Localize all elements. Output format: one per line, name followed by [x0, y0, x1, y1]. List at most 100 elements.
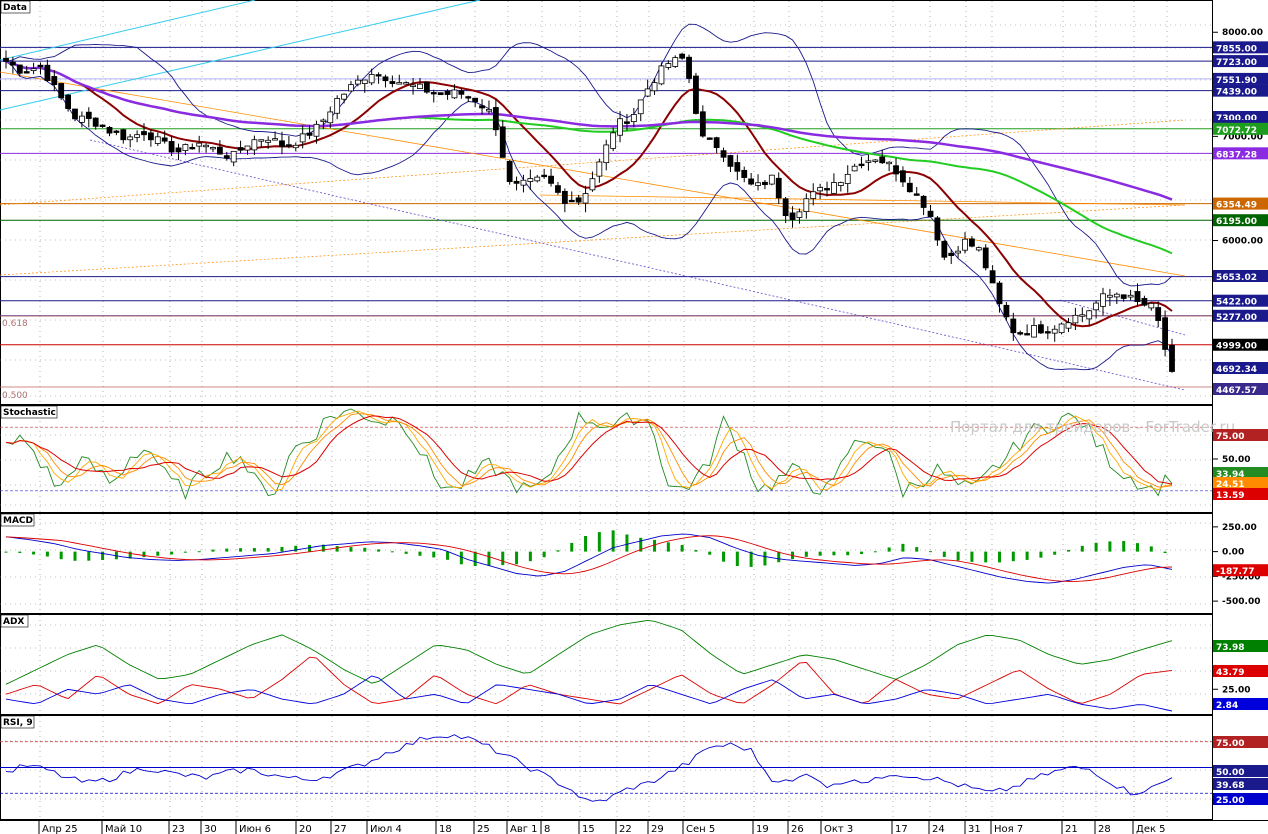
candle-body — [1134, 291, 1141, 302]
candle-body — [1031, 325, 1037, 338]
candle-body — [72, 108, 78, 120]
macd-histogram-bar — [1011, 551, 1015, 562]
macd-histogram-bar — [832, 551, 836, 556]
macd-histogram-bar — [473, 551, 477, 567]
adx-tag-label: 43.79 — [1216, 668, 1244, 678]
candle-body — [630, 114, 637, 123]
price-tag-label: 7072.72 — [1216, 126, 1257, 136]
macd-histogram-bar — [1025, 551, 1029, 560]
candle-body — [203, 144, 209, 148]
panel-title-rsi: RSI, 9 — [3, 718, 33, 728]
candle-body — [175, 147, 182, 153]
candle-body — [65, 94, 71, 109]
candle-body — [1113, 293, 1120, 298]
date-label: 27 — [334, 824, 347, 834]
candle-body — [548, 175, 554, 184]
macd-histogram-bar — [818, 551, 822, 556]
candle-body — [327, 111, 334, 124]
candle-body — [1086, 310, 1093, 320]
macd-histogram-bar — [570, 542, 574, 552]
macd-histogram-bar — [1122, 540, 1126, 552]
candle-body — [527, 178, 534, 182]
date-label: 26 — [791, 824, 804, 834]
candle-body — [1038, 324, 1044, 334]
candle-body — [51, 76, 58, 86]
candle-body — [479, 105, 485, 109]
candle-body — [920, 195, 927, 208]
candle-body — [575, 197, 582, 203]
candle-body — [927, 210, 934, 218]
candle-body — [1120, 294, 1127, 299]
candle-body — [962, 238, 968, 251]
candle-body — [410, 84, 416, 87]
adx-tag-label: 2.84 — [1216, 701, 1238, 711]
candle-body — [1072, 314, 1079, 324]
date-label: 30 — [204, 824, 217, 834]
candle-body — [1093, 302, 1100, 311]
candle-body — [541, 174, 548, 178]
candle-body — [403, 82, 410, 85]
candle-body — [831, 182, 837, 194]
candle-body — [1058, 323, 1065, 334]
macd-histogram-bar — [666, 542, 670, 552]
macd-histogram-bar — [929, 551, 933, 553]
rsi-tag-label-bg — [1213, 778, 1268, 790]
macd-histogram-bar — [363, 547, 367, 552]
candle-body — [44, 64, 51, 81]
date-label: 20 — [299, 824, 312, 834]
trendline-orange-dotted — [0, 204, 1186, 276]
candle-body — [272, 138, 278, 141]
candle-body — [693, 75, 699, 114]
macd-histogram-bar — [501, 551, 505, 566]
candle-body — [686, 56, 692, 79]
candle-body — [810, 191, 817, 199]
candle-body — [154, 136, 161, 144]
chart-grid — [0, 1, 1212, 819]
candle-body — [451, 89, 458, 99]
macd-histogram-bar — [418, 551, 422, 556]
macd-histogram-bar — [446, 551, 450, 560]
macd-signal-line — [5, 535, 1173, 582]
candle-body — [913, 193, 920, 196]
candle-body — [1155, 307, 1162, 321]
candle-body — [1100, 293, 1106, 307]
candle-body — [844, 173, 851, 184]
candle-body — [555, 185, 561, 193]
panel-title-macd: MACD — [3, 516, 33, 526]
macd-histogram-bar — [156, 551, 160, 556]
macd-histogram-bar — [335, 546, 339, 552]
adx-minus-di-line — [5, 675, 1173, 712]
candle-body — [147, 132, 154, 141]
stochastic-tag-label-bg — [1213, 429, 1268, 441]
candle-body — [120, 129, 127, 141]
macd-histogram-bar — [860, 551, 864, 554]
candle-body — [1010, 318, 1017, 334]
price-tick-label: 6000.00 — [1222, 237, 1263, 247]
date-label: 21 — [1065, 824, 1078, 834]
price-tag-label: 5422.00 — [1216, 298, 1257, 308]
candle-body — [417, 83, 423, 90]
macd-histogram-bar — [211, 549, 215, 552]
adx-tag-label: 73.98 — [1216, 643, 1244, 653]
candle-body — [1141, 298, 1148, 306]
rsi-line — [5, 734, 1173, 802]
macd-histogram-bar — [1039, 551, 1043, 558]
macd-histogram-bar — [611, 530, 615, 552]
candle-body — [624, 121, 630, 124]
macd-histogram-bar — [1094, 542, 1098, 552]
candle-body — [782, 198, 789, 217]
macd-histogram-bar — [170, 551, 174, 555]
rsi-tag-label: 39.68 — [1216, 781, 1244, 791]
candle-body — [368, 74, 375, 84]
macd-histogram-bar — [197, 551, 201, 553]
date-label: 24 — [932, 824, 945, 834]
date-label: Май 10 — [105, 824, 142, 834]
macd-histogram-bar — [1149, 546, 1153, 552]
candle-body — [306, 132, 313, 136]
price-tag-label: 5277.00 — [1216, 313, 1257, 323]
candle-body — [37, 64, 44, 68]
price-tag-label: 6195.00 — [1216, 217, 1257, 227]
macd-histogram-bar — [735, 551, 739, 566]
adx-tick-label: 25.00 — [1222, 685, 1250, 695]
